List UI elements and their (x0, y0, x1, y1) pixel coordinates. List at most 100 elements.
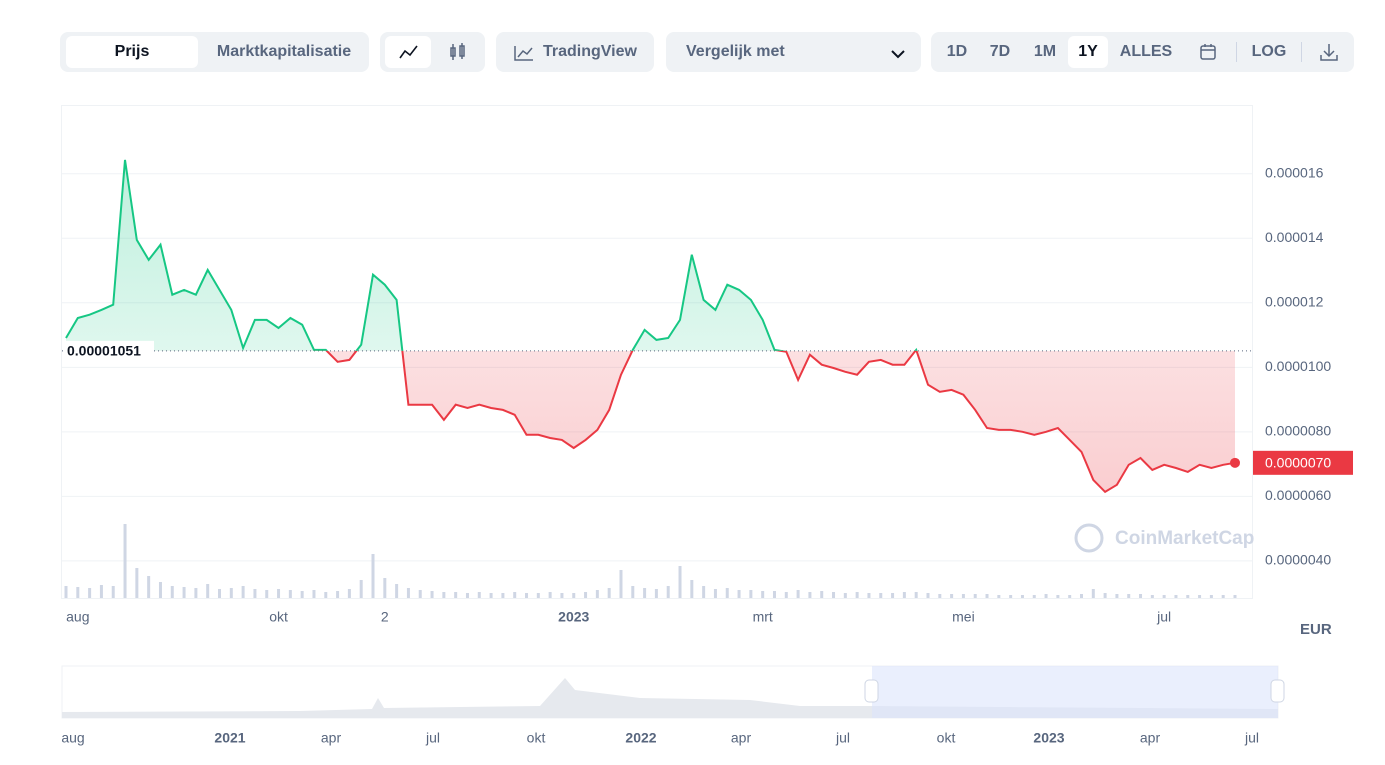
volume-bar (383, 578, 387, 598)
range-group: 1D 7D 1M 1Y ALLES LOG (931, 32, 1354, 72)
baseline-label: 0.00001051 (67, 343, 141, 359)
volume-bar (1020, 595, 1024, 598)
range-button[interactable]: 1D (946, 43, 968, 60)
volume-bar (855, 592, 859, 598)
watermark: CoinMarketCap (1074, 523, 1254, 553)
range-button[interactable]: ALLES (1119, 43, 1173, 60)
volume-bar (489, 593, 493, 598)
tab[interactable]: Marktkapitalisatie (216, 43, 352, 60)
navigator-label: jul (1244, 730, 1259, 746)
navigator-label: okt (527, 730, 546, 746)
navigator-label: aug (61, 730, 84, 746)
y-tick-label: 0.0000040 (1265, 552, 1331, 568)
volume-bar (867, 593, 871, 598)
volume-bar (761, 591, 765, 598)
volume-bar (1198, 595, 1202, 598)
x-tick-label: aug (66, 609, 89, 625)
price-line-up (65, 159, 918, 351)
log-button[interactable]: LOG (1251, 43, 1287, 60)
volume-bar (678, 566, 682, 598)
volume-bar (1103, 593, 1107, 598)
current-price-bg (1253, 450, 1353, 475)
navigator-label: apr (1140, 730, 1161, 746)
x-tick-label: 2 (381, 609, 389, 625)
volume-bar (702, 586, 706, 598)
volume-bar (595, 590, 599, 598)
volume-bar (158, 582, 162, 598)
volume-bar (536, 593, 540, 598)
volume-bar (1186, 595, 1190, 598)
tab[interactable]: Prijs (66, 36, 198, 68)
volume-bar (1079, 594, 1083, 598)
volume-bar (997, 595, 1001, 598)
volume-bar (926, 593, 930, 598)
x-tick-label: 2023 (558, 609, 589, 625)
navigator-handle[interactable] (864, 679, 879, 703)
volume-bar (690, 580, 694, 598)
volume-bar (607, 588, 611, 598)
current-dot (1230, 457, 1240, 468)
volume-bar (288, 590, 292, 598)
download-button[interactable] (1313, 36, 1345, 68)
chart-type-group (380, 32, 485, 72)
volume-bar (64, 586, 68, 598)
line-icon (399, 45, 418, 59)
navigator-label: 2022 (625, 730, 656, 746)
candle-chart-button[interactable] (435, 36, 481, 68)
y-tick-label: 0.0000080 (1265, 423, 1331, 439)
current-price-label: 0.0000070 (1265, 455, 1331, 471)
volume-bar (206, 584, 210, 598)
volume-bar (430, 591, 434, 598)
volume-bar (454, 592, 458, 598)
volume-bar (76, 587, 80, 598)
area-up (66, 159, 917, 351)
area-down (66, 350, 1235, 492)
volume-bar (513, 592, 517, 598)
volume-bar (808, 592, 812, 598)
baseline-label-bg (64, 340, 154, 361)
volume-bar (241, 586, 245, 598)
volume-bar (371, 554, 375, 598)
navigator-label: apr (731, 730, 752, 746)
volume-bar (1032, 595, 1036, 598)
watermark-text: CoinMarketCap (1115, 528, 1254, 549)
line-chart-button[interactable] (385, 36, 431, 68)
volume-bar (277, 589, 281, 598)
x-tick-label: jul (1156, 609, 1171, 625)
volume-bar (643, 588, 647, 598)
volume-bar (147, 576, 151, 598)
navigator-window[interactable] (872, 666, 1278, 718)
range-button[interactable]: 7D (989, 43, 1011, 60)
volume-bar (772, 591, 776, 598)
compare-group[interactable]: Vergelijk met (666, 32, 921, 72)
volume-bar (465, 593, 469, 598)
range-button[interactable]: 1M (1033, 43, 1057, 60)
y-tick-label: 0.000012 (1265, 294, 1324, 310)
volume-bar (796, 590, 800, 598)
range-button[interactable]: 1Y (1068, 36, 1108, 68)
volume-bar (99, 585, 103, 598)
tradingview-button[interactable]: TradingView (504, 36, 648, 68)
volume-bar (891, 593, 895, 598)
navigator-label: jul (835, 730, 850, 746)
download-icon (1320, 44, 1338, 61)
calendar-button[interactable] (1193, 36, 1223, 68)
navigator-handle[interactable] (1270, 679, 1285, 703)
volume-bar (1091, 589, 1095, 598)
volume-bar (1115, 594, 1119, 598)
volume-bar (749, 590, 753, 598)
volume-bar (336, 591, 340, 598)
divider (1236, 42, 1237, 62)
volume-bar (1139, 594, 1143, 598)
volume-bar (1009, 595, 1013, 598)
volume-bar (584, 592, 588, 598)
volume-bar (1150, 595, 1154, 598)
volume-bar (631, 586, 635, 598)
volume-bar (123, 524, 127, 598)
volume-bar (985, 594, 989, 598)
volume-bar (182, 587, 186, 598)
y-tick-label: 0.000014 (1265, 229, 1324, 245)
volume-bar (1044, 594, 1048, 598)
volume-bar (347, 589, 351, 598)
